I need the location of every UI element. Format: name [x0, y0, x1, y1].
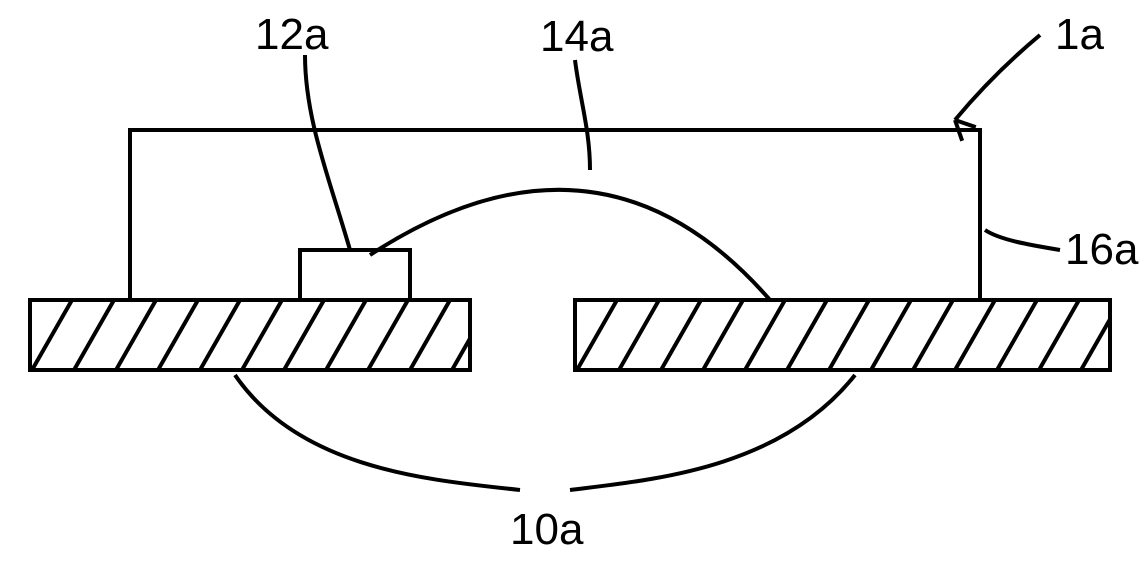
label-12a: 12a	[255, 10, 328, 60]
label-14a: 14a	[540, 12, 613, 62]
diagram-svg	[0, 0, 1148, 565]
label-1a: 1a	[1055, 10, 1104, 60]
label-16a: 16a	[1065, 225, 1138, 275]
label-10a: 10a	[510, 505, 583, 555]
